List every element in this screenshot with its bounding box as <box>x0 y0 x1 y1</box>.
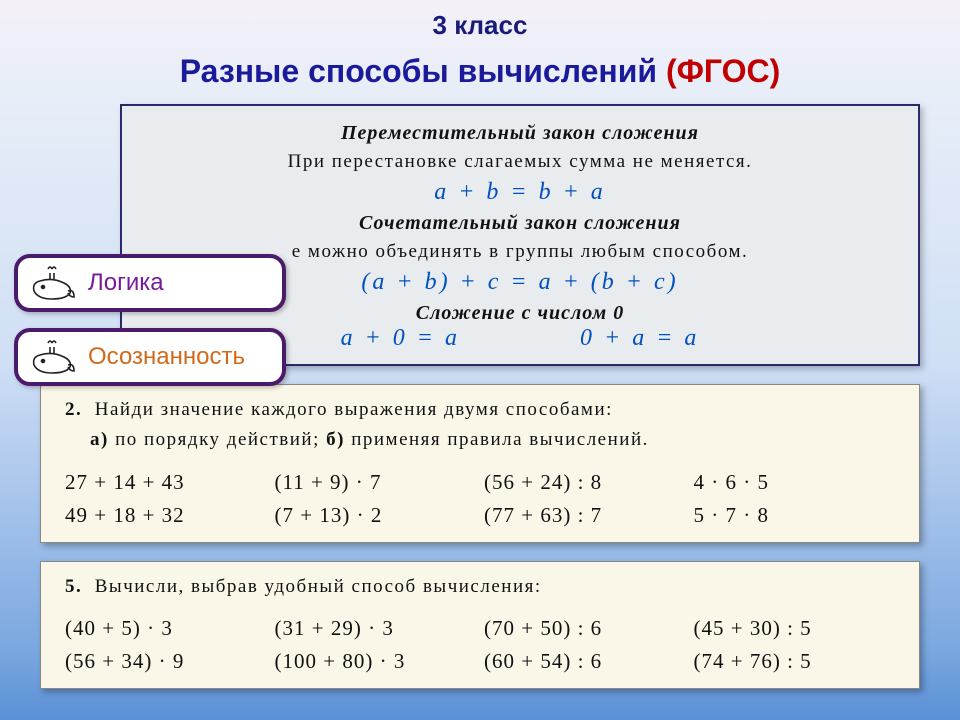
expr-cell: (45 + 30) : 5 <box>694 616 896 641</box>
law1-text: При перестановке слагаемых сумма не меня… <box>140 151 900 173</box>
expr-cell: (70 + 50) : 6 <box>484 616 686 641</box>
grade-title: 3 класс <box>0 0 960 41</box>
whale-icon <box>28 337 76 377</box>
expr-cell: (40 + 5) · 3 <box>65 616 267 641</box>
expr-cell: (100 + 80) · 3 <box>275 649 477 674</box>
expr-cell: (77 + 63) : 7 <box>484 503 686 528</box>
law1-heading: Переместительный закон сложения <box>140 122 900 145</box>
expr-cell: 5 · 7 · 8 <box>694 503 896 528</box>
laws-panel: Переместительный закон сложения При пере… <box>120 104 920 366</box>
law2-heading: Сочетательный закон сложения <box>140 212 900 235</box>
pill-logic: Логика <box>14 254 286 312</box>
expr-cell: (56 + 34) · 9 <box>65 649 267 674</box>
problem5-num: 5. <box>65 576 82 597</box>
problem5-grid: (40 + 5) · 3 (31 + 29) · 3 (70 + 50) : 6… <box>65 616 895 674</box>
title-main-text: Разные способы вычислений <box>180 53 666 89</box>
problem2-header: 2. Найди значение каждого выражения двум… <box>65 395 895 456</box>
problem2-panel: 2. Найди значение каждого выражения двум… <box>40 384 920 543</box>
expr-cell: (56 + 24) : 8 <box>484 470 686 495</box>
expr-cell: 4 · 6 · 5 <box>694 470 896 495</box>
expr-cell: (31 + 29) · 3 <box>275 616 477 641</box>
pill-logic-label: Логика <box>88 269 164 297</box>
whale-icon <box>28 263 76 303</box>
expr-cell: (74 + 76) : 5 <box>694 649 896 674</box>
problem2-prompt: Найди значение каждого выражения двумя с… <box>95 399 613 420</box>
title-accent: (ФГОС) <box>666 53 780 89</box>
problem2-part-a-text: по порядку действий; <box>109 429 326 450</box>
problem5-prompt: Вычисли, выбрав удобный способ вычислени… <box>95 576 542 597</box>
law3-formula-a: a + 0 = a <box>341 325 460 352</box>
pill-awareness: Осознанность <box>14 328 286 386</box>
problem5-panel: 5. Вычисли, выбрав удобный способ вычисл… <box>40 561 920 689</box>
law1-formula: a + b = b + a <box>140 179 900 206</box>
problem2-part-b-text: применяя правила вычислений. <box>345 429 649 450</box>
pill-awareness-label: Осознанность <box>88 343 245 371</box>
expr-cell: (60 + 54) : 6 <box>484 649 686 674</box>
law3-formula-b: 0 + a = a <box>580 325 699 352</box>
expr-cell: 49 + 18 + 32 <box>65 503 267 528</box>
expr-cell: 27 + 14 + 43 <box>65 470 267 495</box>
problem5-header: 5. Вычисли, выбрав удобный способ вычисл… <box>65 572 895 602</box>
expr-cell: (7 + 13) · 2 <box>275 503 477 528</box>
main-title: Разные способы вычислений (ФГОС) <box>0 41 960 104</box>
problem2-grid: 27 + 14 + 43 (11 + 9) · 7 (56 + 24) : 8 … <box>65 470 895 528</box>
problem2-part-a-label: а) <box>90 429 109 450</box>
expr-cell: (11 + 9) · 7 <box>275 470 477 495</box>
problem2-num: 2. <box>65 399 82 420</box>
problem2-part-b-label: б) <box>326 429 345 450</box>
